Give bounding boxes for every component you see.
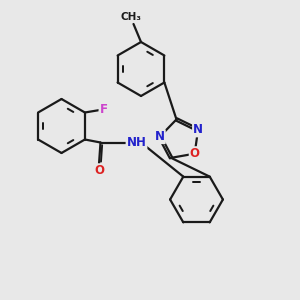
Text: O: O bbox=[94, 164, 104, 177]
Text: CH₃: CH₃ bbox=[120, 11, 141, 22]
Text: N: N bbox=[193, 123, 203, 136]
Text: N: N bbox=[155, 130, 165, 143]
Text: F: F bbox=[100, 103, 107, 116]
Text: O: O bbox=[190, 147, 200, 160]
Text: NH: NH bbox=[127, 136, 146, 149]
